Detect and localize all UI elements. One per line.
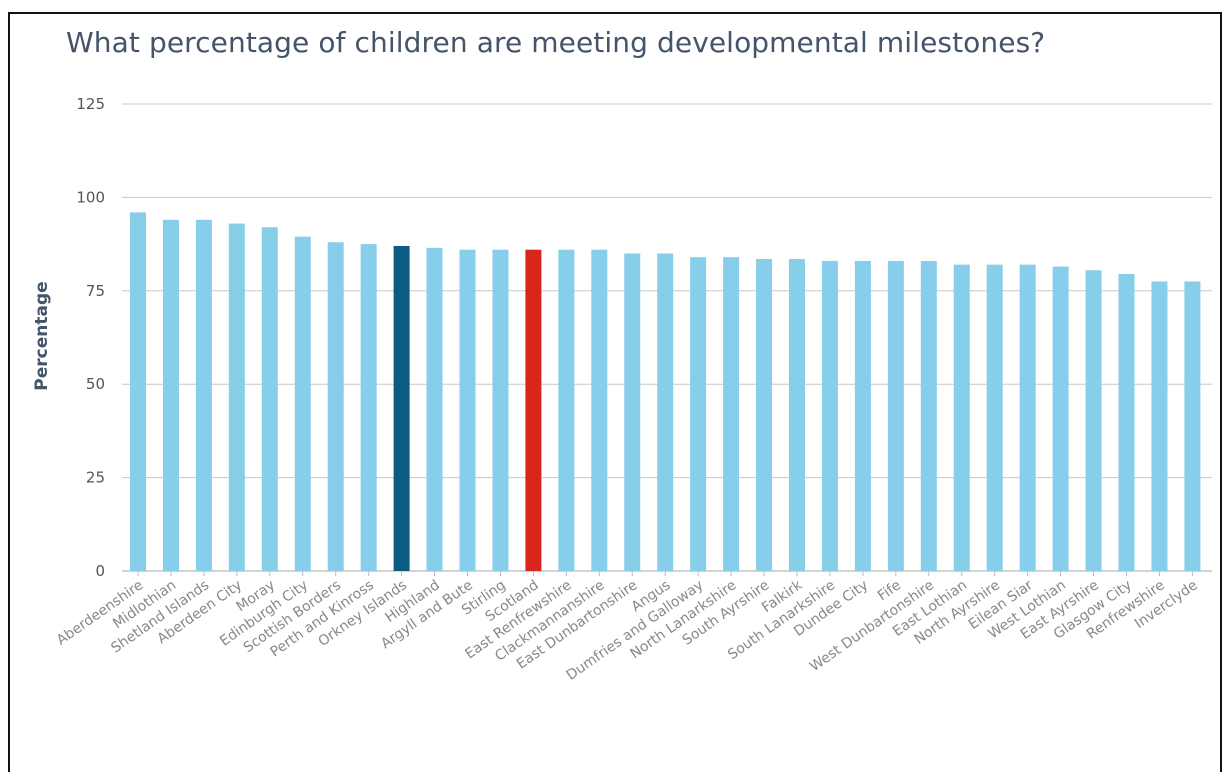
bar-aberdeen-city[interactable] (228, 223, 245, 571)
chart-title: What percentage of children are meeting … (66, 26, 1046, 59)
bar-falkirk[interactable] (789, 259, 805, 571)
y-tick-label: 75 (86, 282, 105, 300)
bar-perth-and-kinross[interactable] (360, 244, 377, 571)
bar-aberdeenshire[interactable] (130, 212, 146, 571)
y-tick-labels: 0 25 50 75 100 125 (76, 95, 105, 580)
y-tick-label: 50 (86, 375, 105, 393)
bar-highland[interactable] (426, 247, 443, 571)
y-tick-label: 100 (76, 188, 105, 206)
y-tick-label: 0 (95, 562, 105, 580)
bar-north-ayrshire[interactable] (986, 264, 1003, 571)
y-tick-label: 125 (76, 95, 105, 113)
bar-midlothian[interactable] (162, 219, 179, 572)
bar-west-lothian[interactable] (1052, 266, 1069, 571)
bar-east-ayrshire[interactable] (1085, 270, 1102, 571)
bar-orkney-islands[interactable] (393, 245, 410, 571)
bar-argyll-and-bute[interactable] (459, 249, 476, 572)
bar-renfrewshire[interactable] (1151, 281, 1168, 571)
bar-clackmannanshire[interactable] (591, 249, 608, 572)
bar-edinburgh-city[interactable] (294, 236, 311, 572)
bar-east-dunbartonshire[interactable] (624, 253, 641, 571)
bar-inverclyde[interactable] (1184, 281, 1201, 571)
bar-scotland[interactable] (525, 249, 542, 572)
bar-south-lanarkshire[interactable] (821, 260, 838, 571)
bar-moray[interactable] (261, 227, 278, 571)
bar-dundee-city[interactable] (854, 260, 871, 571)
bar-angus[interactable] (657, 253, 674, 571)
bar-west-dunbartonshire[interactable] (920, 260, 937, 571)
bar-east-lothian[interactable] (953, 264, 970, 571)
bar-north-lanarkshire[interactable] (723, 257, 740, 571)
y-tick-label: 25 (86, 469, 105, 487)
chart-frame (8, 12, 1222, 772)
bar-stirling[interactable] (492, 249, 509, 572)
bar-scottish-borders[interactable] (327, 242, 344, 571)
bar-dumfries-and-galloway[interactable] (690, 257, 707, 571)
bar-south-ayrshire[interactable] (756, 259, 773, 571)
bar-shetland-islands[interactable] (195, 219, 212, 572)
bar-fife[interactable] (887, 260, 904, 571)
bar-eilean-siar[interactable] (1019, 264, 1036, 571)
bars (130, 212, 1201, 572)
y-axis-label: Percentage (32, 281, 52, 390)
bar-glasgow-city[interactable] (1118, 273, 1135, 571)
bar-east-renfrewshire[interactable] (558, 249, 575, 572)
